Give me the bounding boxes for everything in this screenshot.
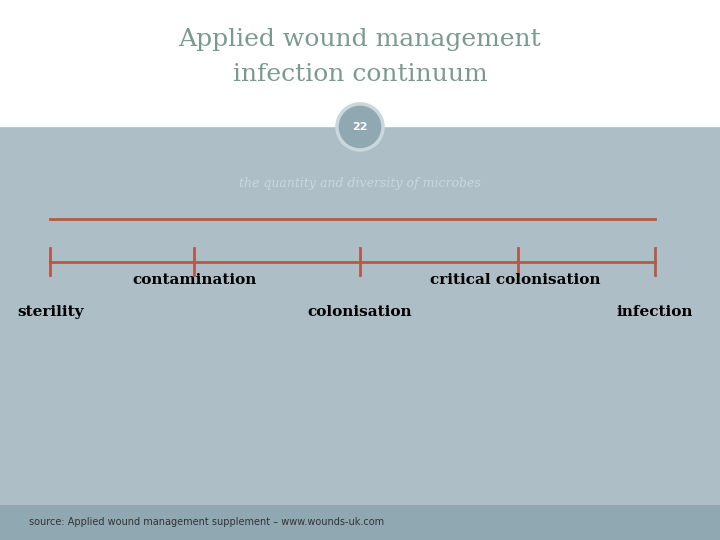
Text: infection: infection — [617, 305, 693, 319]
Ellipse shape — [337, 104, 383, 150]
Text: sterility: sterility — [17, 305, 84, 319]
Text: the quantity and diversity of microbes: the quantity and diversity of microbes — [239, 177, 481, 190]
Text: contamination: contamination — [132, 273, 256, 287]
Text: source: Applied wound management supplement – www.wounds-uk.com: source: Applied wound management supplem… — [29, 517, 384, 528]
Text: 22: 22 — [352, 122, 368, 132]
FancyBboxPatch shape — [0, 505, 720, 540]
Text: Applied wound management: Applied wound management — [179, 28, 541, 51]
Text: colonisation: colonisation — [307, 305, 413, 319]
Text: infection continuum: infection continuum — [233, 63, 487, 86]
FancyBboxPatch shape — [0, 0, 720, 127]
Text: critical colonisation: critical colonisation — [430, 273, 600, 287]
